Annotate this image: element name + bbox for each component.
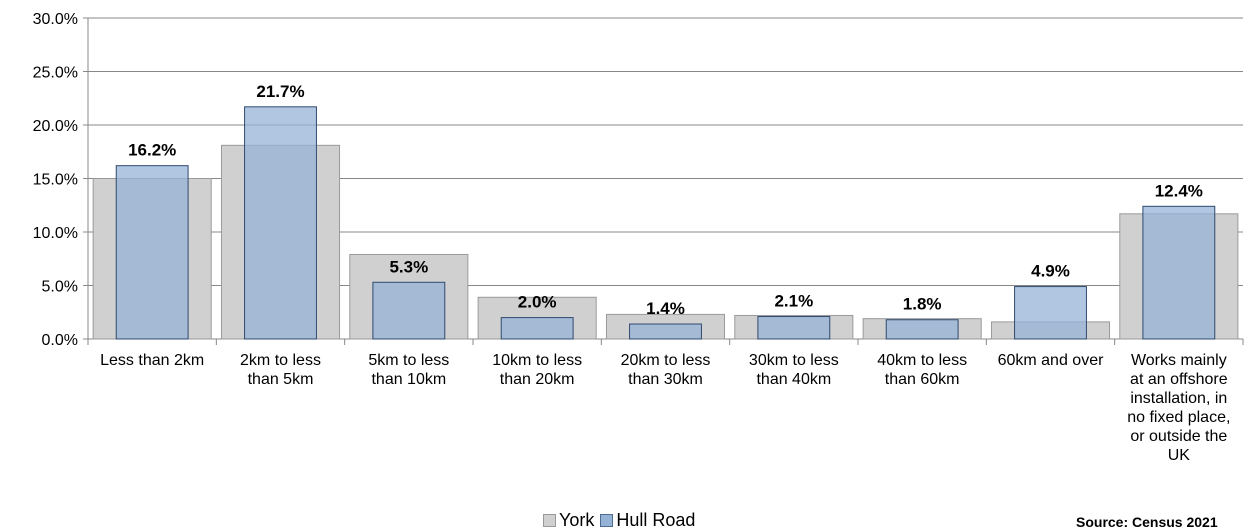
x-category-label: Works mainly at an offshore installation, … bbox=[1127, 352, 1230, 464]
y-tick-label: 20.0% bbox=[33, 118, 78, 135]
x-category-label: 2km to less than 5km bbox=[240, 352, 321, 388]
x-category-label: 40km to less than 60km bbox=[877, 352, 967, 388]
y-tick-label: 10.0% bbox=[33, 225, 78, 242]
y-tick-label: 30.0% bbox=[33, 11, 78, 28]
data-label-hull-road: 4.9% bbox=[1031, 262, 1070, 281]
y-tick-label: 5.0% bbox=[42, 279, 78, 296]
legend-item-hull-road: Hull Road bbox=[600, 510, 695, 531]
bar-hull-road bbox=[372, 281, 446, 340]
hull-road-swatch bbox=[600, 514, 614, 527]
x-category-label-line: 40km to less bbox=[877, 352, 967, 369]
x-category-label-line: 20km to less bbox=[621, 352, 711, 369]
legend-label-york: York bbox=[559, 510, 595, 530]
x-category-label-line: Less than 2km bbox=[100, 352, 204, 369]
x-category-label-line: than 10km bbox=[371, 371, 446, 388]
bar-hull-road bbox=[885, 319, 959, 340]
x-category-label-line: than 40km bbox=[756, 371, 831, 388]
data-label-hull-road: 1.8% bbox=[903, 295, 942, 314]
x-category-label-line: 10km to less bbox=[492, 352, 582, 369]
x-category-label: 30km to less than 40km bbox=[749, 352, 839, 388]
bar-hull-road bbox=[1142, 205, 1216, 340]
x-category-label-line: than 30km bbox=[628, 371, 703, 388]
bar-hull-road bbox=[500, 317, 574, 340]
x-category-label-line: than 5km bbox=[248, 371, 314, 388]
x-category-label-line: or outside the bbox=[1130, 428, 1227, 445]
x-category-label-line: Works mainly bbox=[1131, 352, 1227, 369]
x-category-label-line: UK bbox=[1168, 447, 1191, 464]
data-label-hull-road: 1.4% bbox=[646, 299, 685, 318]
bar-hull-road bbox=[1014, 286, 1087, 340]
data-label-hull-road: 2.0% bbox=[518, 293, 557, 312]
data-label-hull-road: 21.7% bbox=[256, 82, 304, 101]
y-tick-label: 0.0% bbox=[42, 332, 78, 349]
x-category-label: 5km to less than 10km bbox=[368, 352, 449, 388]
bar-hull-road bbox=[757, 316, 831, 340]
x-category-label-line: 2km to less bbox=[240, 352, 321, 369]
x-category-label-line: 60km and over bbox=[998, 352, 1105, 369]
data-label-hull-road: 5.3% bbox=[389, 257, 428, 276]
x-category-label-line: 5km to less bbox=[368, 352, 449, 369]
data-label-hull-road: 2.1% bbox=[774, 292, 813, 311]
x-category-label: 10km to less than 20km bbox=[492, 352, 582, 388]
legend-item-york: York bbox=[543, 510, 594, 531]
x-category-label: 20km to less than 30km bbox=[621, 352, 711, 388]
legend-label-hull-road: Hull Road bbox=[616, 510, 696, 530]
bar-hull-road bbox=[629, 323, 702, 340]
source-note: Source: Census 2021 bbox=[1076, 514, 1218, 530]
x-category-label: 60km and over bbox=[998, 352, 1105, 369]
bar-hull-road bbox=[115, 165, 189, 340]
x-category-label: Less than 2km bbox=[100, 352, 204, 369]
legend: York Hull Road bbox=[543, 510, 695, 531]
x-category-label-line: at an offshore bbox=[1130, 371, 1228, 388]
y-tick-label: 15.0% bbox=[33, 172, 78, 189]
x-category-label-line: 30km to less bbox=[749, 352, 839, 369]
x-category-label-line: than 60km bbox=[885, 371, 960, 388]
x-category-label-line: no fixed place, bbox=[1127, 409, 1230, 426]
data-label-hull-road: 16.2% bbox=[128, 141, 176, 160]
x-category-label-line: installation, in bbox=[1130, 390, 1227, 407]
data-label-hull-road: 12.4% bbox=[1155, 181, 1203, 200]
y-tick-label: 25.0% bbox=[33, 65, 78, 82]
bar-hull-road bbox=[244, 106, 317, 340]
x-category-label-line: than 20km bbox=[500, 371, 575, 388]
york-swatch bbox=[543, 514, 556, 527]
